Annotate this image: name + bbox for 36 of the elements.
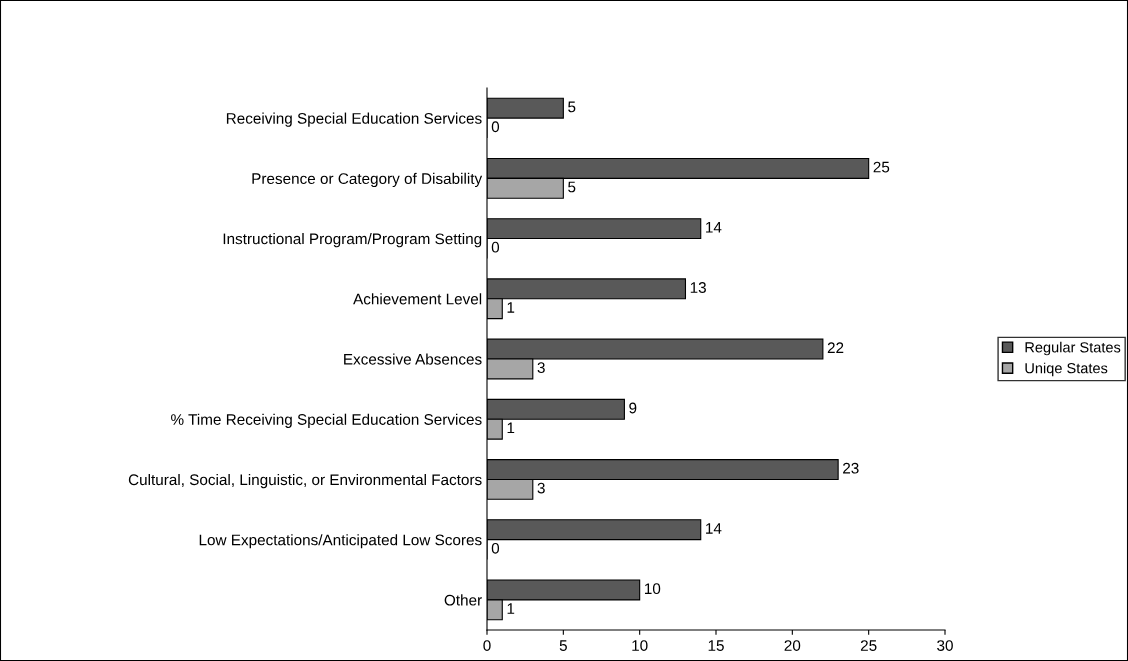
data-label: 10 [645,583,661,595]
data-label: 3 [537,482,545,494]
data-label: 25 [873,161,890,173]
y-tick-label: Low Expectations/Anticipated Low Scores [199,534,482,549]
data-label: 1 [507,302,515,313]
y-tick-label: Cultural, Social, Linguistic, or Environmental Factors [128,473,482,489]
x-tick-label: 25 [860,640,877,651]
x-tick-label: 10 [632,640,648,651]
data-label: 1 [507,422,515,434]
data-label: 22 [827,342,844,354]
legend-label: Uniqe States [1025,362,1108,377]
x-tick-label: 15 [708,640,724,651]
y-tick-label: Achievement Level [353,293,482,305]
data-label: 0 [491,121,500,133]
data-label: 0 [491,241,500,253]
data-label: 0 [491,542,500,554]
x-tick-label: 5 [559,640,567,651]
data-label: 1 [507,603,515,614]
y-tick-label: Receiving Special Education Services [226,112,482,127]
data-label: 23 [843,462,859,474]
x-tick-label: 30 [937,640,953,651]
data-label: 5 [568,181,576,193]
y-tick-label: Instructional Program/Program Setting [223,233,482,248]
y-tick-label: % Time Receiving Special Education Services [171,413,482,428]
data-label: 9 [629,402,637,414]
y-tick-label: Excessive Absences [344,353,482,365]
x-tick-label: 20 [784,640,801,651]
y-tick-label: Presence or Category of Disability [252,172,483,188]
data-label: 5 [568,101,576,113]
x-tick-label: 0 [483,640,491,651]
data-label: 14 [706,222,722,233]
y-tick-label: Other [444,594,482,606]
legend-label: Regular States [1025,341,1121,356]
data-label: 13 [690,282,706,293]
data-label: 3 [537,362,545,374]
data-label: 14 [706,523,722,534]
